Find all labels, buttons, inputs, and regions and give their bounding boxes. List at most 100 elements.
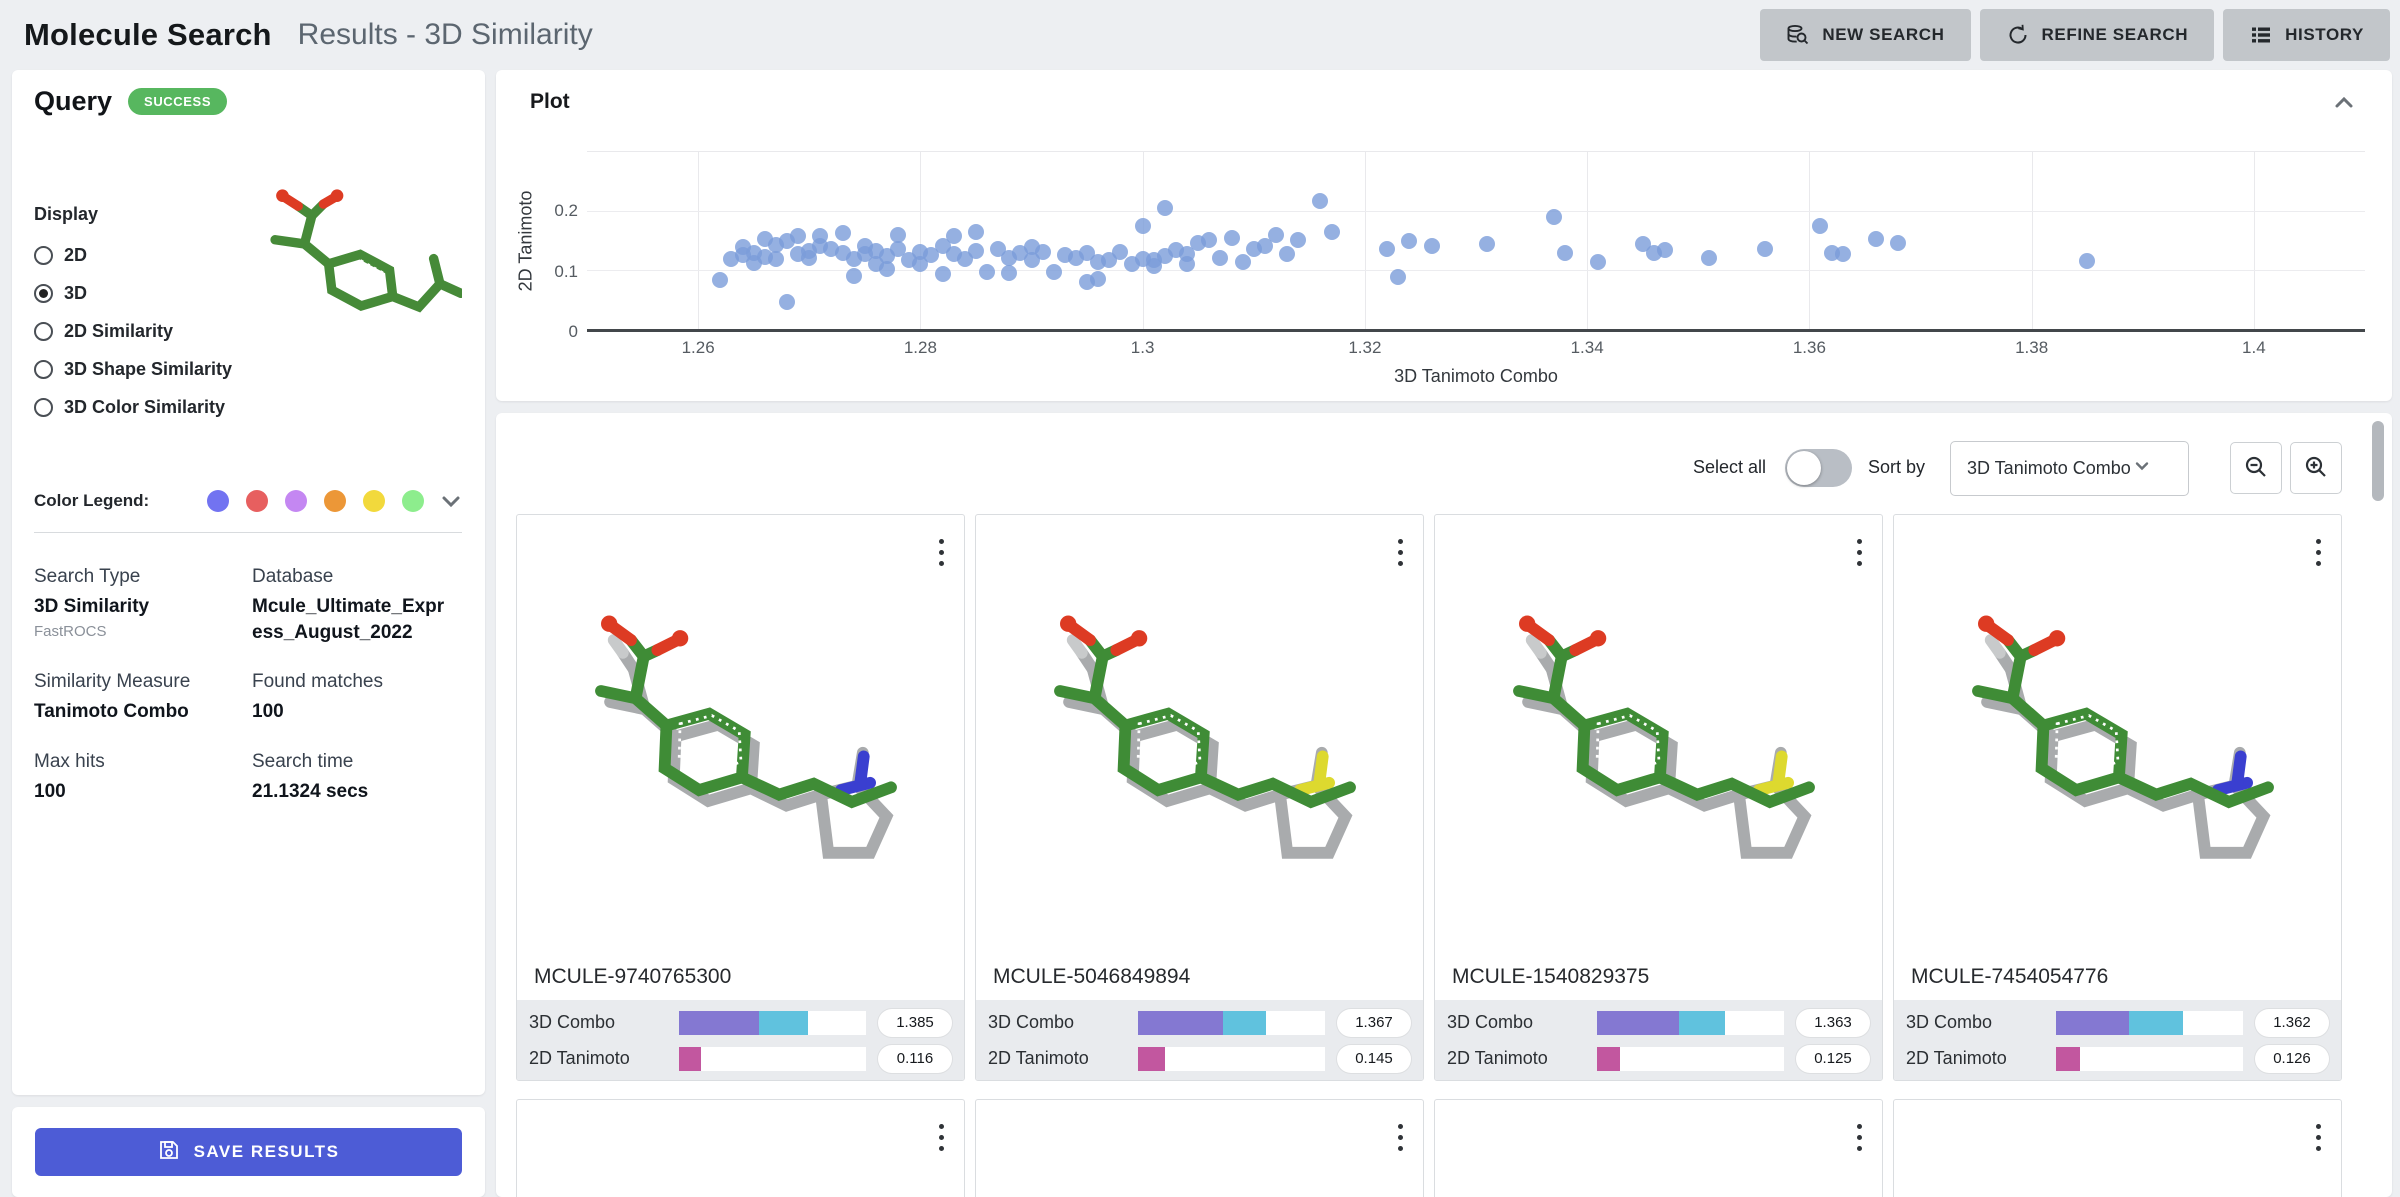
scatter-point	[801, 249, 818, 266]
display-label: Display	[34, 204, 99, 224]
display-option-2d[interactable]: 2D	[34, 236, 232, 274]
combo-bar	[679, 1010, 866, 1035]
result-card[interactable]	[1434, 1099, 1883, 1197]
y-tick-label: 0.2	[554, 201, 578, 221]
x-axis-title: 3D Tanimoto Combo	[1394, 366, 1558, 386]
save-icon	[158, 1139, 180, 1166]
history-button[interactable]: HISTORY	[2223, 9, 2390, 61]
chevron-down-icon	[2131, 455, 2153, 482]
card-menu-button[interactable]	[2312, 535, 2325, 570]
tanimoto2d-bar	[2056, 1046, 2243, 1071]
result-card[interactable]: MCULE-5046849894 3D Combo 1.367 2D Tanim…	[975, 514, 1424, 1081]
display-option-3d-color-similarity[interactable]: 3D Color Similarity	[34, 388, 232, 426]
scatter-point	[1834, 246, 1851, 263]
refine-search-label: REFINE SEARCH	[2041, 25, 2189, 44]
status-badge: SUCCESS	[128, 88, 228, 115]
search-type-block: Search Type 3D Similarity FastROCS	[34, 566, 252, 645]
card-menu-button[interactable]	[935, 535, 948, 570]
search-type-value: 3D Similarity	[34, 596, 150, 617]
chevron-down-icon[interactable]	[438, 488, 464, 514]
radio-icon[interactable]	[34, 397, 53, 417]
legend-color-dot	[402, 490, 424, 512]
scrollbar-thumb[interactable]	[2372, 421, 2384, 501]
search-time-value: 21.1324 secs	[252, 780, 369, 802]
combo-value: 1.363	[1796, 1008, 1870, 1037]
molecule-overlay-image	[1000, 549, 1400, 953]
shape-score-segment	[2056, 1010, 2129, 1035]
query-panel: Query SUCCESS Display 2D 3D 2D Similarit…	[12, 70, 485, 1095]
x-gridline	[1142, 152, 1144, 329]
tanimoto2d-value: 0.116	[878, 1044, 952, 1073]
scatter-point	[967, 242, 984, 259]
result-card[interactable]	[975, 1099, 1424, 1197]
combo-metric-label: 3D Combo	[529, 1012, 616, 1032]
card-menu-button[interactable]	[1394, 535, 1407, 570]
scatter-point	[767, 251, 784, 268]
query-molecule-image	[252, 165, 462, 325]
x-gridline	[2031, 152, 2033, 329]
header: Molecule Search Results - 3D Similarity …	[0, 0, 2400, 70]
collapse-plot-button[interactable]	[2326, 86, 2362, 122]
radio-icon[interactable]	[34, 283, 53, 303]
display-option-3d-shape-similarity[interactable]: 3D Shape Similarity	[34, 350, 232, 388]
display-option-label: 2D Similarity	[64, 320, 174, 341]
sort-by-select[interactable]: 3D Tanimoto Combo	[1950, 441, 2189, 496]
refine-search-button[interactable]: REFINE SEARCH	[1979, 9, 2215, 61]
card-menu-button[interactable]	[2312, 1120, 2325, 1155]
scatter-point	[890, 227, 907, 244]
scatter-point	[1812, 217, 1829, 234]
scatter-point	[1267, 227, 1284, 244]
x-tick-label: 1.4	[2242, 338, 2266, 357]
combo-value: 1.362	[2255, 1008, 2329, 1037]
shape-score-segment	[1597, 1010, 1679, 1035]
tanimoto2d-metric-label: 2D Tanimoto	[988, 1048, 1089, 1068]
y-gridline	[587, 211, 2365, 212]
card-menu-button[interactable]	[1394, 1120, 1407, 1155]
new-search-button[interactable]: NEW SEARCH	[1760, 9, 1971, 61]
scatter-point	[1423, 237, 1440, 254]
tanimoto2d-metric-label: 2D Tanimoto	[529, 1048, 630, 1068]
scatter-point	[1234, 253, 1251, 270]
scatter-point	[1001, 264, 1018, 281]
legend-color-dot	[285, 490, 307, 512]
scatter-point	[1256, 237, 1273, 254]
zoom-in-button[interactable]	[2290, 442, 2342, 494]
scatter-point	[1156, 200, 1173, 217]
display-option-3d[interactable]: 3D	[34, 274, 232, 312]
scatter-point	[1201, 231, 1218, 248]
select-all-toggle[interactable]	[1785, 449, 1852, 487]
results-row-1: MCULE-9740765300 3D Combo 1.385 2D Tanim…	[516, 514, 2342, 1081]
combo-value: 1.385	[878, 1008, 952, 1037]
card-menu-button[interactable]	[1853, 1120, 1866, 1155]
tanimoto2d-bar	[1597, 1046, 1784, 1071]
database-label: Database	[252, 566, 334, 587]
save-results-button[interactable]: SAVE RESULTS	[35, 1128, 462, 1176]
header-actions: NEW SEARCH REFINE SEARCH	[1760, 9, 2390, 61]
result-card[interactable]: MCULE-7454054776 3D Combo 1.362 2D Tanim…	[1893, 514, 2342, 1081]
result-card[interactable]	[516, 1099, 965, 1197]
toggle-knob[interactable]	[1787, 451, 1821, 485]
radio-icon[interactable]	[34, 359, 53, 379]
result-card[interactable]: MCULE-1540829375 3D Combo 1.363 2D Tanim…	[1434, 514, 1883, 1081]
chevron-up-icon	[2330, 89, 2358, 120]
search-time-block: Search time 21.1324 secs	[252, 751, 464, 805]
card-menu-button[interactable]	[1853, 535, 1866, 570]
results-scrollbar[interactable]	[2372, 417, 2384, 1193]
card-metrics: 3D Combo 1.367 2D Tanimoto 0.145	[976, 1000, 1423, 1080]
molecule-overlay-image	[1459, 549, 1859, 953]
display-option-2d-similarity[interactable]: 2D Similarity	[34, 312, 232, 350]
radio-icon[interactable]	[34, 245, 53, 265]
result-card[interactable]	[1893, 1099, 2342, 1197]
x-tick-label: 1.32	[1348, 338, 1382, 357]
molecule-overlay-image	[1918, 549, 2318, 953]
zoom-out-button[interactable]	[2230, 442, 2282, 494]
x-gridline	[1587, 152, 1589, 329]
color-score-segment	[759, 1010, 809, 1035]
tanimoto2d-segment	[2056, 1046, 2080, 1071]
result-card[interactable]: MCULE-9740765300 3D Combo 1.385 2D Tanim…	[516, 514, 965, 1081]
scatter-plot	[587, 151, 2365, 332]
radio-icon[interactable]	[34, 321, 53, 341]
card-menu-button[interactable]	[935, 1120, 948, 1155]
scatter-point	[845, 268, 862, 285]
